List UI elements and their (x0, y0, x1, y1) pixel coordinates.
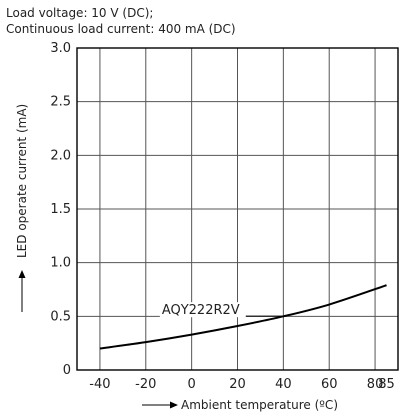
series-layer: AQY222R2V (99, 284, 387, 350)
y-axis-label: LED operate current (mA) (15, 104, 29, 258)
series-label: AQY222R2V (162, 303, 240, 318)
condition-current: Continuous load current: 400 mA (DC) (6, 22, 236, 36)
axis-labels: Ambient temperature (ºC) LED operate cur… (15, 104, 338, 412)
x-axis-arrowhead (170, 401, 178, 409)
grid-lines (77, 48, 398, 370)
series-label-bg (159, 302, 246, 318)
x-tick-label: 85 (378, 377, 395, 392)
y-tick-label: 1.5 (50, 202, 71, 217)
y-tick-label: 3.0 (50, 41, 71, 56)
y-axis-arrowhead (18, 270, 26, 278)
x-tick-label: 80 (367, 377, 384, 392)
condition-voltage: Load voltage: 10 V (DC); (6, 6, 154, 20)
x-tick-label: 0 (188, 377, 196, 392)
x-axis-label: Ambient temperature (ºC) (181, 398, 338, 412)
x-tick-label: 20 (229, 377, 246, 392)
y-tick-label: 2.5 (50, 95, 71, 110)
x-tick-label: -40 (89, 377, 110, 392)
x-tick-label: -20 (135, 377, 156, 392)
plot-frame (76, 47, 399, 371)
y-tick-label: 0.5 (50, 309, 71, 324)
series-line-aqy222r2v (99, 284, 387, 350)
y-tick-label: 0 (63, 363, 71, 378)
y-tick-label: 1.0 (50, 256, 71, 271)
y-tick-label: 2.0 (50, 148, 71, 163)
x-tick-label: 60 (321, 377, 338, 392)
x-tick-label: 40 (275, 377, 292, 392)
